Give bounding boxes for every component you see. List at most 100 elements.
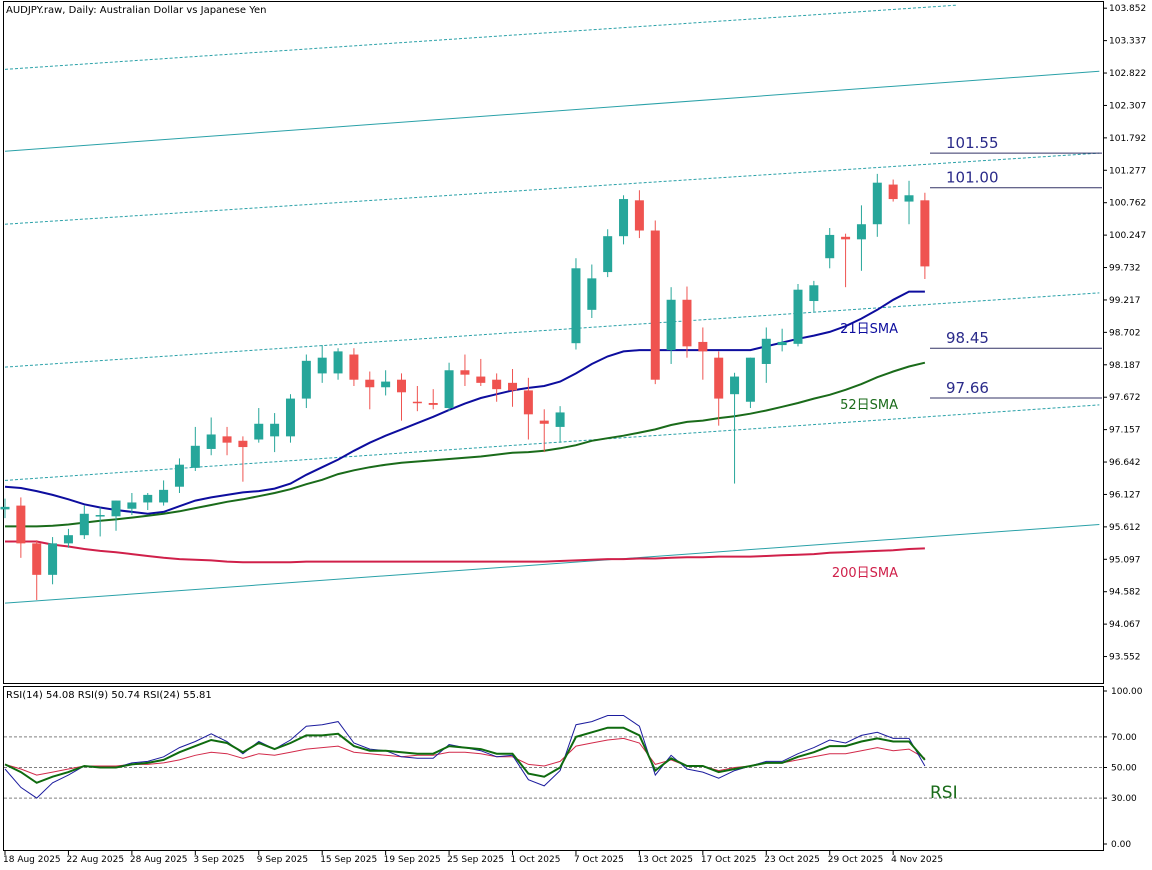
candle-body (238, 440, 248, 448)
rsi-indicator: 100.00 70.00 50.00 30.00 0.00 (4, 687, 1143, 850)
time-tick-label: 7 Oct 2025 (574, 855, 624, 865)
candle-23 (365, 371, 375, 410)
candle-20 (317, 345, 327, 383)
rsi-tick-label: 50.00 (1111, 764, 1137, 774)
candle-body (79, 513, 89, 536)
candles (0, 173, 930, 601)
level-label-1: 101.00 (946, 169, 999, 187)
candle-55 (872, 173, 882, 237)
rsi-line-0 (4, 726, 926, 784)
time-tick-label: 3 Sep 2025 (193, 855, 244, 865)
time-tick-label: 18 Aug 2025 (3, 855, 61, 865)
candle-body (587, 278, 597, 310)
level-label-2: 98.45 (946, 329, 989, 347)
candle-body (571, 268, 581, 344)
candle-body (95, 515, 105, 517)
candle-body (666, 299, 676, 351)
candle-body (761, 338, 771, 364)
candle-44 (698, 327, 708, 380)
candle-body (254, 423, 264, 440)
candle-3 (48, 537, 58, 585)
price-axis: 103.852 103.337 102.822 102.307 101.792 101.2… (1103, 4, 1146, 663)
price-tick-label: 96.642 (1109, 458, 1141, 468)
price-tick-label: 97.672 (1109, 393, 1141, 403)
candle-body (127, 502, 137, 509)
level-label-0: 101.55 (946, 134, 999, 152)
rsi-tick-label: 0.00 (1111, 840, 1131, 850)
candle-body (333, 351, 343, 374)
level-label-3: 97.66 (946, 379, 989, 397)
candle-body (555, 412, 565, 427)
channel-line-2 (4, 4, 957, 70)
candle-48 (761, 327, 771, 383)
price-tick-label: 103.852 (1109, 4, 1146, 14)
candle-body (301, 360, 311, 399)
price-tick-label: 95.097 (1109, 555, 1141, 565)
time-tick-label: 15 Sep 2025 (320, 855, 377, 865)
candle-body (841, 236, 851, 240)
candle-2 (32, 540, 42, 601)
candle-28 (444, 362, 454, 412)
price-tick-label: 101.277 (1109, 166, 1146, 176)
candle-body (634, 200, 644, 231)
candle-37 (587, 264, 597, 319)
sma-line-0 (4, 290, 925, 515)
price-tick-label: 102.822 (1109, 69, 1146, 79)
candle-26 (412, 385, 422, 412)
time-tick-label: 1 Oct 2025 (511, 855, 561, 865)
channel-line-5 (4, 404, 1100, 481)
candle-body (159, 489, 169, 503)
candle-34 (539, 409, 549, 453)
time-axis: 18 Aug 2025 22 Aug 2025 28 Aug 2025 3 Sep 2… (3, 851, 943, 865)
candle-body (619, 199, 629, 237)
candle-body (872, 182, 882, 225)
candle-35 (555, 406, 565, 443)
candle-body (0, 506, 10, 510)
candle-body (508, 382, 518, 391)
price-tick-label: 97.157 (1109, 426, 1141, 436)
candle-40 (634, 190, 644, 239)
candle-body (523, 390, 533, 415)
rsi-tick-label: 30.00 (1111, 794, 1137, 804)
candle-51 (809, 280, 819, 312)
channel-lines (4, 4, 1100, 604)
time-tick-label: 23 Oct 2025 (764, 855, 820, 865)
rsi-tick-label: 70.00 (1111, 733, 1137, 743)
candle-14 (222, 426, 232, 456)
sma-line-1 (5, 361, 926, 528)
candle-22 (349, 348, 359, 386)
candle-body (222, 436, 232, 443)
time-tick-label: 9 Sep 2025 (257, 855, 308, 865)
price-tick-label: 98.187 (1109, 361, 1141, 371)
candle-41 (650, 220, 660, 385)
candle-body (492, 379, 502, 390)
rsi-panel (3, 686, 1104, 851)
channel-line-3 (4, 152, 1100, 225)
candle-5 (79, 505, 89, 539)
price-tick-label: 95.612 (1109, 523, 1141, 533)
price-tick-label: 98.702 (1109, 328, 1141, 338)
candle-body (444, 370, 454, 409)
candle-47 (745, 357, 755, 409)
price-tick-label: 94.067 (1109, 620, 1141, 630)
candle-body (16, 505, 26, 544)
time-tick-label: 4 Nov 2025 (891, 855, 943, 865)
price-tick-label: 100.247 (1109, 231, 1146, 241)
candle-16 (254, 408, 264, 443)
time-tick-label: 28 Aug 2025 (130, 855, 188, 865)
candle-4 (63, 528, 73, 548)
candle-43 (682, 286, 692, 358)
channel-line-1 (4, 70, 1100, 152)
candle-11 (174, 458, 184, 494)
candle-45 (714, 351, 724, 426)
candle-21 (333, 348, 343, 380)
candle-body (777, 341, 787, 346)
candle-49 (777, 328, 787, 352)
candle-body (539, 420, 549, 424)
candle-39 (619, 195, 629, 245)
candle-body (920, 200, 930, 267)
time-tick-label: 17 Oct 2025 (701, 855, 757, 865)
main-panel (3, 1, 1104, 684)
candle-body (349, 354, 359, 380)
